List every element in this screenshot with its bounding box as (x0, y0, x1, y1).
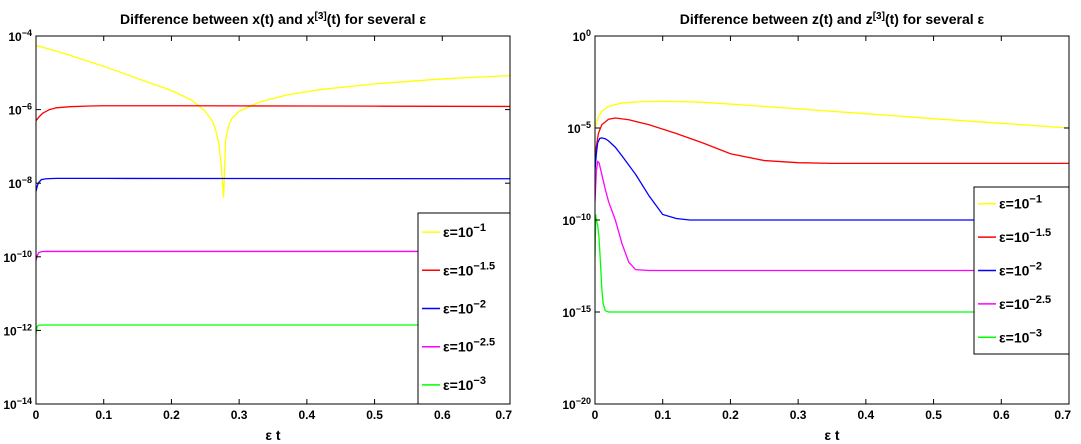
legend-entry-3: ε=10−2 (443, 299, 486, 317)
x-tick-label: 0.3 (231, 408, 248, 422)
chart-panel-1: Difference between x(t) and x[3](t) for … (3, 11, 512, 444)
series-line-1 (595, 100, 1069, 129)
chart-title: Difference between z(t) and z[3](t) for … (680, 11, 985, 28)
legend-entry-1: ε=10−1 (999, 194, 1042, 212)
legend-entry-5: ε=10−3 (999, 327, 1042, 345)
series-line-5 (595, 214, 1069, 313)
x-tick-label: 0.2 (163, 408, 180, 422)
x-tick-label: 0.6 (434, 408, 451, 422)
legend-entry-2: ε=10−1.5 (999, 227, 1051, 245)
x-tick-label: 0.5 (366, 408, 383, 422)
y-tick-label: 100 (573, 28, 591, 44)
legend: ε=10−1 ε=10−1.5 ε=10−2 ε=10−2.5 ε=10−3 (417, 212, 511, 405)
legend: ε=10−1 ε=10−1.5 ε=10−2 ε=10−2.5 ε=10−3 (973, 186, 1070, 355)
y-tick-label: 10−4 (8, 28, 32, 44)
x-tick-label: 0.4 (299, 408, 316, 422)
x-tick-label: 0.3 (790, 408, 807, 422)
y-tick-label: 10−12 (3, 322, 32, 338)
series-line-4 (595, 160, 1069, 272)
x-tick-label: 0 (592, 408, 599, 422)
x-tick-label: 0.4 (858, 408, 875, 422)
x-tick-label: 0.2 (722, 408, 739, 422)
x-tick-label: 0.7 (495, 408, 512, 422)
x-tick-label: 0.5 (925, 408, 942, 422)
series-line-4 (36, 250, 510, 261)
x-tick-label: 0.7 (1054, 408, 1071, 422)
legend-entry-4: ε=10−2.5 (999, 294, 1051, 312)
x-axis-label: ε t (265, 427, 281, 443)
y-tick-label: 10−5 (567, 120, 591, 136)
legend-entry-4: ε=10−2.5 (443, 337, 495, 355)
series-line-2 (36, 105, 510, 122)
series-group (595, 100, 1069, 313)
y-tick-label: 10−20 (562, 396, 591, 412)
x-tick-label: 0.1 (95, 408, 112, 422)
y-tick-label: 10−14 (3, 396, 32, 412)
series-line-2 (595, 117, 1069, 165)
series-line-3 (36, 177, 510, 192)
x-tick-label: 0.1 (654, 408, 671, 422)
y-tick-label: 10−15 (562, 304, 591, 320)
legend-entry-3: ε=10−2 (999, 261, 1042, 279)
series-line-5 (36, 324, 510, 335)
series-group (36, 44, 510, 335)
series-line-3 (595, 137, 1069, 221)
y-tick-label: 10−10 (562, 212, 591, 228)
x-axis-label: ε t (824, 427, 840, 443)
legend-entry-1: ε=10−1 (443, 222, 486, 240)
x-tick-label: 0 (33, 408, 40, 422)
y-tick-label: 10−8 (8, 175, 32, 191)
legend-entry-5: ε=10−3 (443, 375, 486, 393)
y-tick-label: 10−10 (3, 249, 32, 265)
chart-title: Difference between x(t) and x[3](t) for … (120, 11, 426, 28)
x-tick-label: 0.6 (993, 408, 1010, 422)
series-line-1 (36, 44, 510, 198)
y-tick-label: 10−6 (8, 102, 32, 118)
chart-panel-2: Difference between z(t) and z[3](t) for … (562, 11, 1071, 444)
legend-entry-2: ε=10−1.5 (443, 260, 495, 278)
